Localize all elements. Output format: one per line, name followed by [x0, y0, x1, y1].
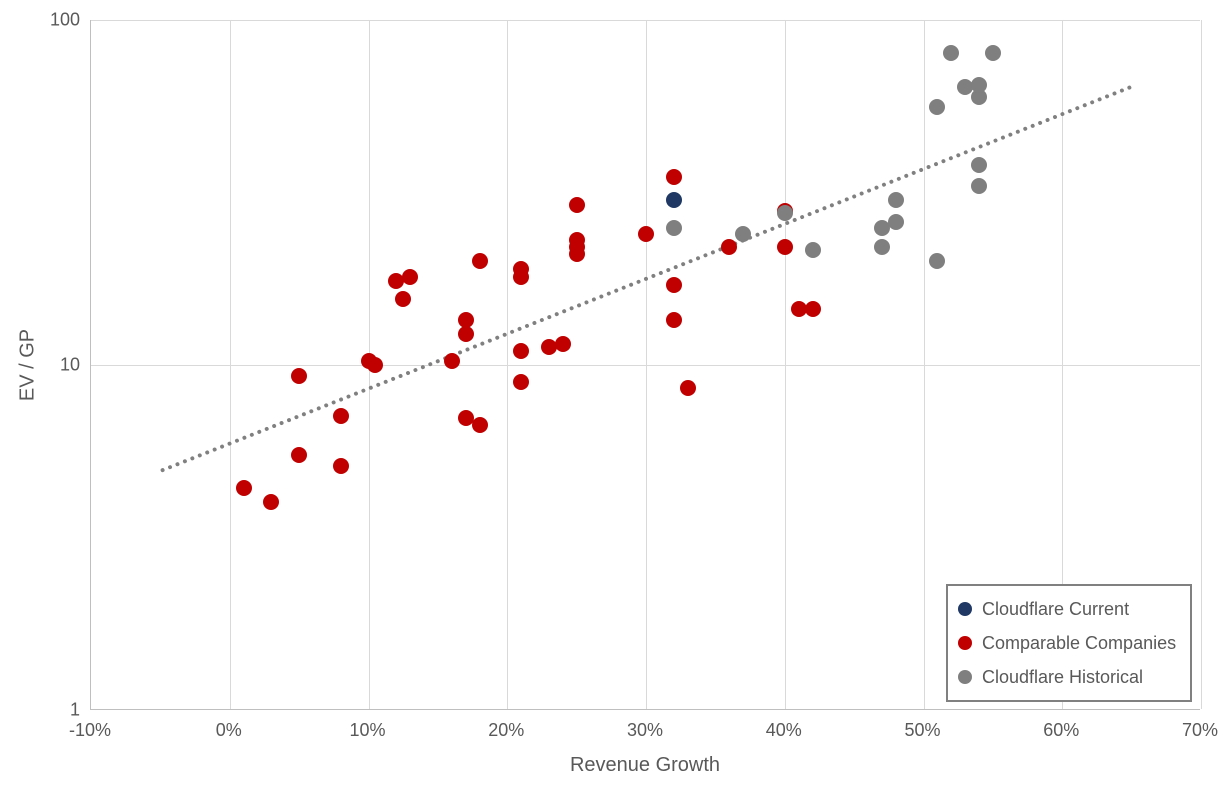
legend-label: Comparable Companies — [982, 633, 1176, 654]
legend-label: Cloudflare Current — [982, 599, 1129, 620]
data-point — [666, 220, 682, 236]
data-point — [943, 45, 959, 61]
gridline-h — [91, 20, 1200, 21]
data-point — [291, 447, 307, 463]
y-tick-label: 10 — [60, 355, 80, 376]
data-point — [444, 353, 460, 369]
data-point — [569, 246, 585, 262]
data-point — [985, 45, 1001, 61]
data-point — [402, 269, 418, 285]
data-point — [929, 99, 945, 115]
x-tick-label: 30% — [627, 720, 663, 741]
y-tick-label: 1 — [70, 700, 80, 721]
gridline-h — [91, 365, 1200, 366]
data-point — [888, 192, 904, 208]
gridline-v — [1201, 20, 1202, 709]
legend-item: Comparable Companies — [958, 626, 1176, 660]
x-tick-label: 0% — [216, 720, 242, 741]
x-tick-label: 50% — [904, 720, 940, 741]
data-point — [805, 242, 821, 258]
data-point — [666, 192, 682, 208]
x-axis-label: Revenue Growth — [570, 754, 720, 777]
data-point — [666, 277, 682, 293]
y-axis-label: EV / GP — [17, 329, 40, 401]
data-point — [291, 368, 307, 384]
data-point — [569, 197, 585, 213]
y-tick-label: 100 — [50, 10, 80, 31]
data-point — [472, 417, 488, 433]
data-point — [513, 374, 529, 390]
data-point — [777, 205, 793, 221]
x-tick-label: -10% — [69, 720, 111, 741]
data-point — [805, 301, 821, 317]
data-point — [874, 239, 890, 255]
data-point — [971, 178, 987, 194]
legend-marker-icon — [958, 670, 972, 684]
legend-marker-icon — [958, 602, 972, 616]
data-point — [333, 408, 349, 424]
data-point — [929, 253, 945, 269]
legend-item: Cloudflare Historical — [958, 660, 1176, 694]
x-tick-label: 40% — [766, 720, 802, 741]
x-tick-label: 20% — [488, 720, 524, 741]
data-point — [666, 169, 682, 185]
x-tick-label: 60% — [1043, 720, 1079, 741]
x-tick-label: 10% — [349, 720, 385, 741]
data-point — [666, 312, 682, 328]
data-point — [458, 326, 474, 342]
data-point — [971, 157, 987, 173]
legend-item: Cloudflare Current — [958, 592, 1176, 626]
legend-marker-icon — [958, 636, 972, 650]
data-point — [236, 480, 252, 496]
data-point — [638, 226, 654, 242]
data-point — [777, 239, 793, 255]
x-tick-label: 70% — [1182, 720, 1218, 741]
data-point — [367, 357, 383, 373]
data-point — [680, 380, 696, 396]
legend: Cloudflare Current Comparable Companies Cl… — [946, 584, 1192, 702]
data-point — [395, 291, 411, 307]
data-point — [555, 336, 571, 352]
data-point — [888, 214, 904, 230]
data-point — [472, 253, 488, 269]
data-point — [721, 239, 737, 255]
data-point — [263, 494, 279, 510]
data-point — [513, 261, 529, 277]
legend-label: Cloudflare Historical — [982, 667, 1143, 688]
data-point — [333, 458, 349, 474]
data-point — [513, 343, 529, 359]
scatter-chart: EV / GP Revenue Growth Cloudflare Curren… — [0, 0, 1221, 798]
data-point — [735, 226, 751, 242]
data-point — [971, 77, 987, 93]
